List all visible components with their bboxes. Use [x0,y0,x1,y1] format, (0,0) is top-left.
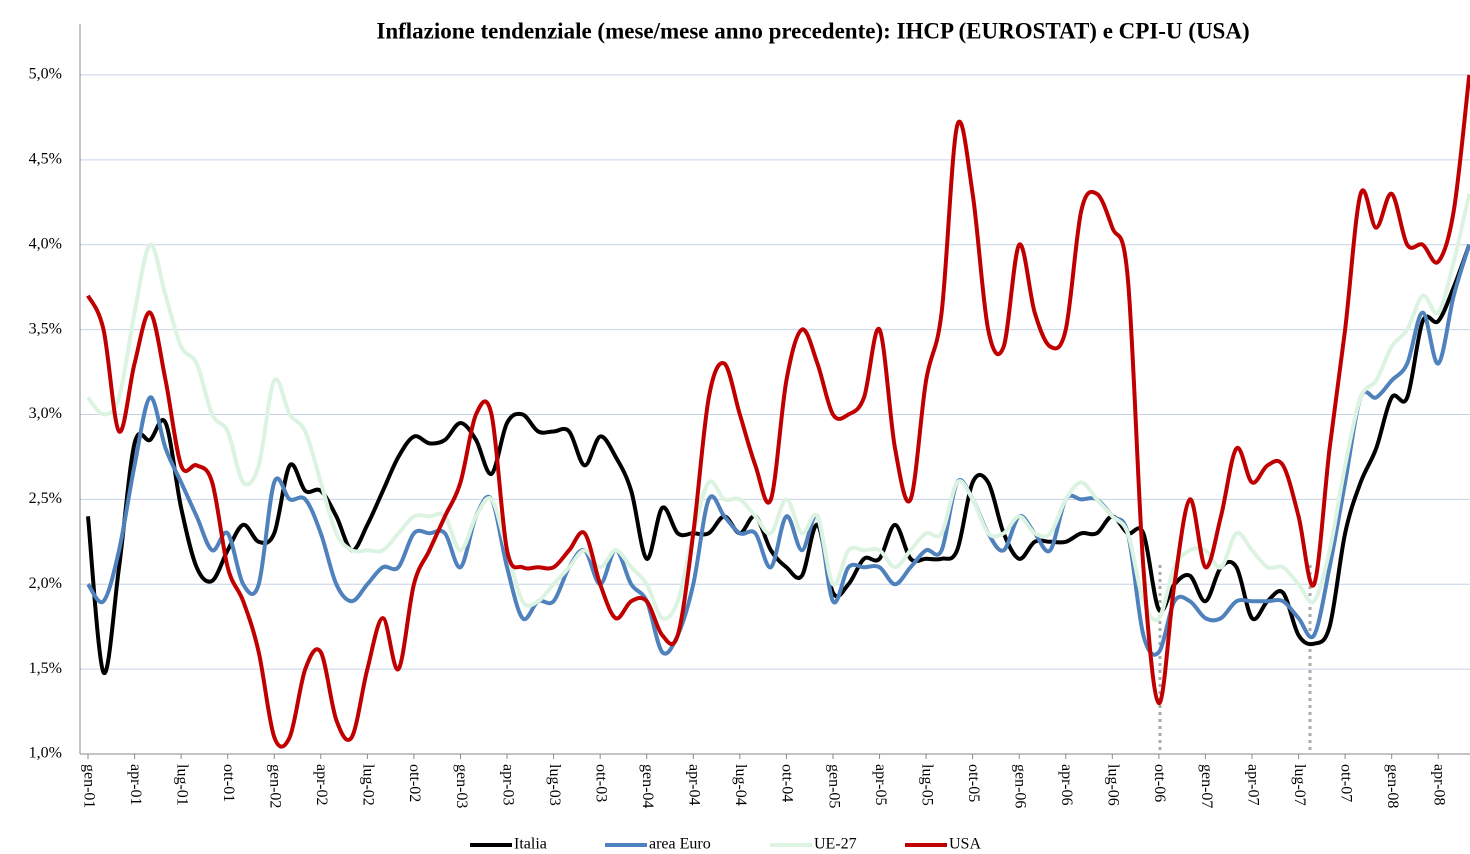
chart-title: Inflazione tendenziale (mese/mese anno p… [376,18,1249,43]
x-tick-label: apr-05 [872,764,889,805]
x-tick-label: apr-07 [1244,764,1261,805]
x-tick-label: ott-06 [1151,764,1168,802]
x-tick-label: lug-02 [360,764,377,806]
x-tick-label: lug-07 [1291,764,1308,806]
x-tick-label: ott-01 [220,764,237,802]
y-tick-label: 2,0% [29,575,62,592]
x-tick-label: gen-02 [267,764,284,808]
x-tick-label: apr-03 [499,764,516,805]
x-tick-label: gen-05 [825,764,842,808]
x-tick-label: lug-04 [732,764,749,806]
x-tick-label: gen-06 [1012,764,1029,808]
x-tick-label: ott-02 [406,764,423,802]
y-tick-label: 1,5% [29,660,62,677]
series-line [86,74,1470,749]
x-tick-label: gen-03 [453,764,470,808]
series-line [86,244,1470,675]
x-tick-label: gen-07 [1198,764,1215,808]
series-line [86,244,1470,657]
y-tick-label: 5,0% [29,66,62,83]
x-tick-label: ott-05 [965,764,982,802]
x-tick-label: lug-03 [546,764,563,806]
y-tick-label: 4,5% [29,150,62,167]
x-tick-label: ott-07 [1337,764,1354,802]
x-tick-label: apr-06 [1058,764,1075,805]
series-line [86,193,1470,622]
y-tick-label: 1,0% [29,745,62,762]
x-tick-label: apr-01 [127,764,144,805]
x-tick-label: lug-06 [1105,764,1122,806]
legend-label: area Euro [649,836,711,853]
y-tick-label: 3,5% [29,320,62,337]
legend-label: Italia [514,836,547,853]
x-tick-label: gen-08 [1384,764,1401,808]
x-tick-label: lug-01 [173,764,190,806]
grid [80,74,1470,755]
y-tick-label: 3,0% [29,405,62,422]
x-tick-label: ott-03 [592,764,609,802]
y-tick-label: 2,5% [29,490,62,507]
x-tick-label: ott-04 [779,764,796,802]
x-tick-label: apr-04 [686,764,703,805]
legend-label: USA [949,836,981,853]
x-tick-label: gen-01 [80,764,97,808]
x-tick-label: gen-04 [639,764,656,808]
x-tick-label: apr-02 [313,764,330,805]
y-tick-label: 4,0% [29,235,62,252]
x-tick-label: lug-05 [918,764,935,806]
legend-label: UE-27 [814,836,857,853]
x-tick-label: apr-08 [1431,764,1448,805]
